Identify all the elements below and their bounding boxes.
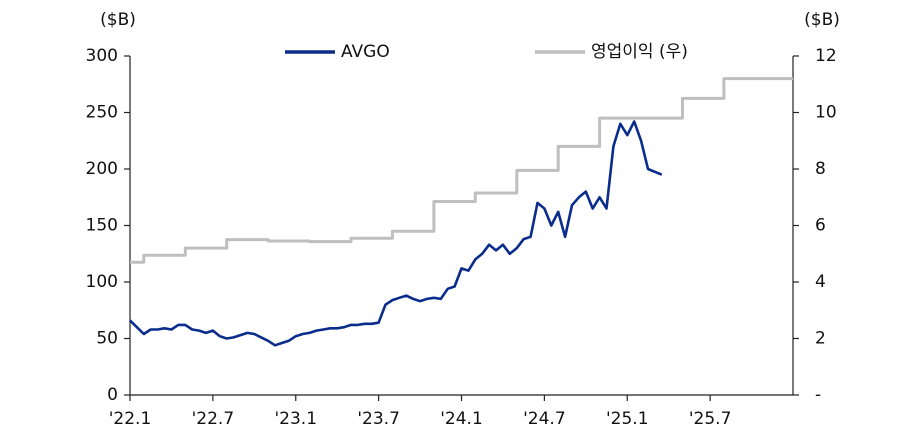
x-tick-label: '23.7 xyxy=(357,409,400,429)
x-tick-label: '24.1 xyxy=(440,409,483,429)
y-tick-label: 300 xyxy=(86,46,118,66)
y2-tick-label: 8 xyxy=(815,159,826,179)
x-tick-label: '23.1 xyxy=(274,409,317,429)
y2-tick-label: 6 xyxy=(815,216,826,236)
y2-tick-label: 4 xyxy=(815,272,826,292)
y2-axis-title: ($B) xyxy=(804,10,840,30)
y2-tick-label: - xyxy=(815,385,821,405)
legend-label: AVGO xyxy=(341,42,390,62)
x-tick-label: '22.7 xyxy=(192,409,235,429)
x-tick-label: '25.7 xyxy=(689,409,732,429)
series-line xyxy=(129,120,663,347)
y-tick-label: 0 xyxy=(107,385,118,405)
legend-label: 영업이익 (우) xyxy=(591,42,688,62)
y-tick-label: 100 xyxy=(86,272,118,292)
y-tick-label: 200 xyxy=(86,159,118,179)
y2-tick-label: 10 xyxy=(815,103,837,123)
series-line xyxy=(130,77,793,264)
y2-tick-label: 12 xyxy=(815,46,837,66)
x-tick-label: '22.1 xyxy=(109,409,152,429)
y-tick-label: 150 xyxy=(86,216,118,236)
y-axis-title: ($B) xyxy=(100,10,136,30)
y2-tick-label: 2 xyxy=(815,329,826,349)
y-tick-label: 250 xyxy=(86,103,118,123)
x-tick-label: '24.7 xyxy=(523,409,566,429)
y-tick-label: 50 xyxy=(96,329,118,349)
x-tick-label: '25.1 xyxy=(606,409,649,429)
